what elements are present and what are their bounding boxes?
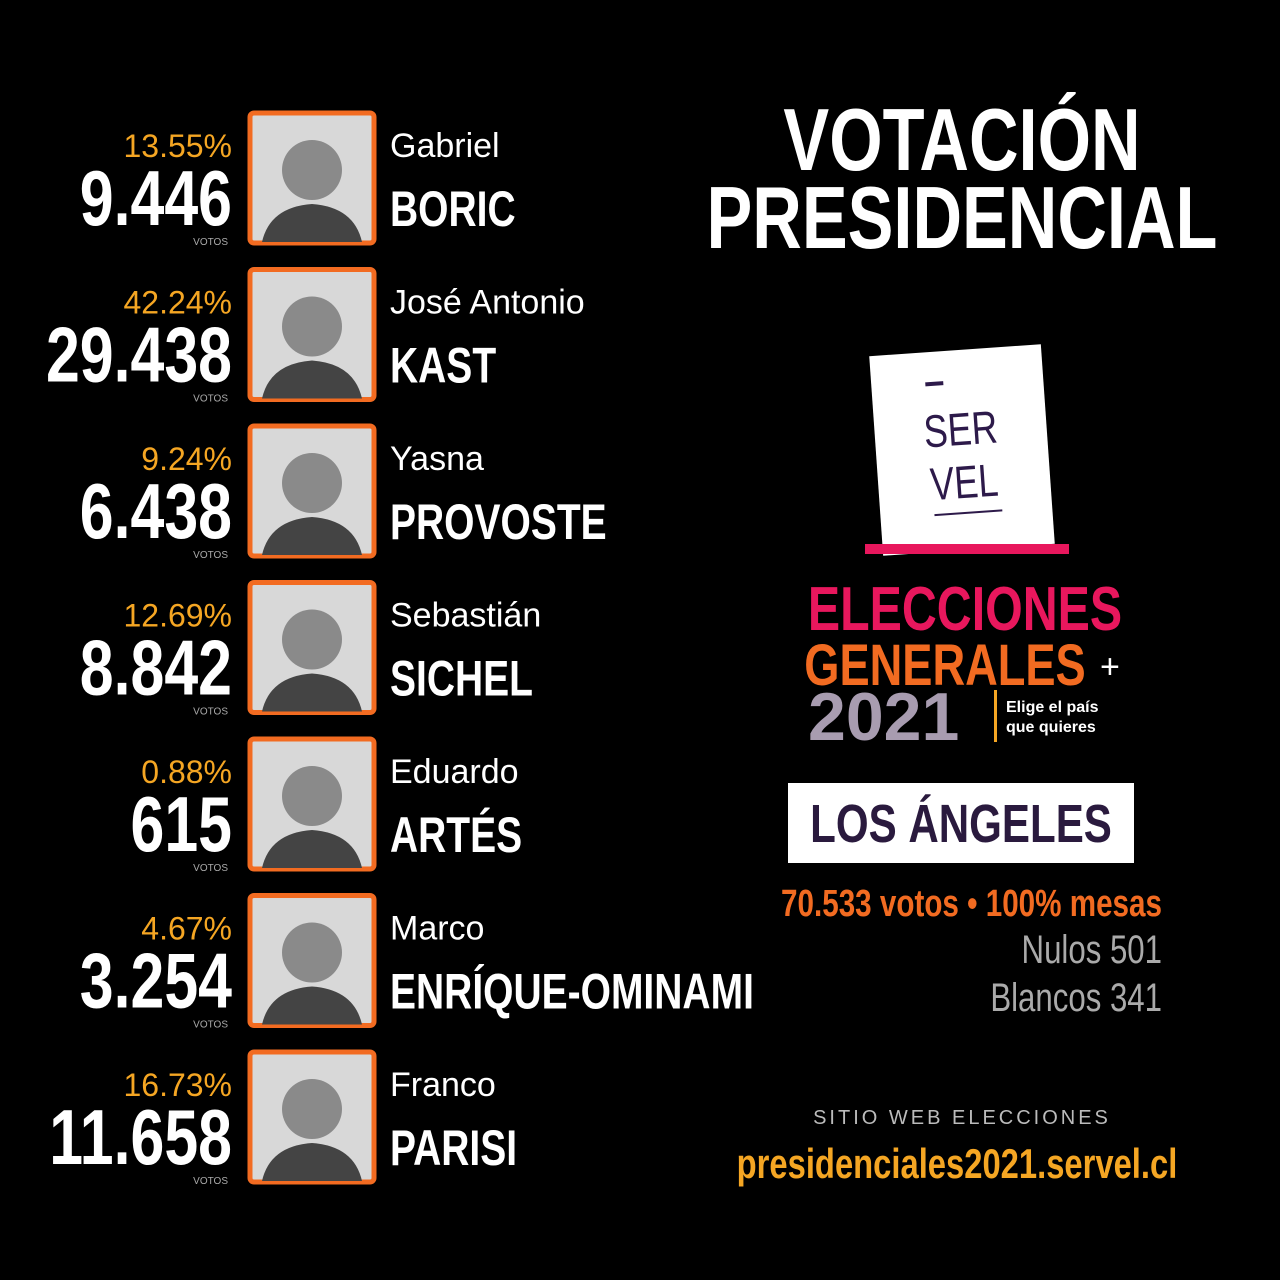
last-name: KAST [390, 337, 496, 394]
percent: 12.69% [123, 598, 232, 634]
votes: 29.438 [46, 311, 232, 398]
website-label: SITIO WEB ELECCIONES [813, 1107, 1111, 1129]
photo-shoulders [262, 204, 362, 242]
logo-line: GENERALES [804, 634, 1085, 699]
first-name: Eduardo [390, 753, 519, 791]
first-name: Franco [390, 1066, 496, 1104]
percent: 13.55% [123, 128, 232, 164]
photo-shoulders [262, 673, 362, 712]
votes-unit: VOTOS [193, 550, 228, 561]
photo-head [282, 609, 342, 670]
title-line: VOTACIÓN [783, 91, 1140, 189]
location-box [788, 783, 1134, 863]
votes: 6.438 [80, 468, 232, 555]
title-line: PRESIDENCIAL [707, 169, 1218, 267]
last-name: PARISI [390, 1119, 517, 1176]
ballot-dash [925, 381, 944, 387]
last-name: BORIC [390, 180, 516, 237]
photo-shoulders [262, 360, 362, 399]
ballot-rule [934, 509, 1003, 517]
percent: 4.67% [141, 911, 232, 947]
first-name: Yasna [390, 440, 484, 478]
photo-shoulders [262, 1143, 362, 1181]
votes: 615 [130, 781, 232, 868]
photo-head [282, 296, 342, 357]
last-name: ENRÍQUE-OMINAMI [390, 963, 754, 1020]
photo-shoulders [262, 517, 362, 555]
logo-year: 2021 [808, 679, 959, 755]
ballot-text: SER [922, 401, 999, 457]
ballot: SER VEL [869, 344, 1055, 556]
location: LOS ÁNGELES [810, 794, 1112, 854]
percent: 9.24% [141, 441, 232, 477]
ballot-slot [865, 544, 1069, 554]
votes: 8.842 [80, 624, 232, 711]
summary-null: Nulos 501 [1022, 927, 1162, 972]
logo-slogan: Elige el país [1006, 699, 1099, 716]
photo-head [282, 922, 342, 983]
logo-divider [994, 690, 997, 742]
logo-line: ELECCIONES [808, 574, 1122, 643]
ballot-paper [869, 344, 1055, 556]
votes-unit: VOTOS [193, 707, 228, 718]
ballot-text: VEL [929, 454, 1000, 510]
votes-unit: VOTOS [193, 1020, 228, 1031]
summary-total: 70.533 votos • 100% mesas [781, 883, 1162, 925]
photo-shoulders [262, 830, 362, 868]
votes-unit: VOTOS [193, 1176, 228, 1187]
first-name: Gabriel [390, 127, 500, 165]
percent: 0.88% [141, 754, 232, 790]
votes: 3.254 [80, 937, 232, 1024]
last-name: PROVOSTE [390, 493, 607, 550]
photo-head [282, 453, 342, 513]
first-name: Marco [390, 910, 484, 948]
votes-unit: VOTOS [193, 863, 228, 874]
last-name: SICHEL [390, 650, 533, 707]
logo-plus: + [1100, 648, 1120, 686]
photo-shoulders [262, 986, 362, 1025]
last-name: ARTÉS [390, 806, 522, 863]
summary-blank: Blancos 341 [990, 975, 1162, 1020]
first-name: Sebastián [390, 597, 541, 635]
photo-head [282, 140, 342, 200]
photo-head [282, 1079, 342, 1139]
logo-slogan: que quieres [1006, 719, 1096, 736]
votes: 11.658 [49, 1094, 232, 1181]
percent: 42.24% [123, 285, 232, 321]
votes-unit: VOTOS [193, 237, 228, 248]
votes-unit: VOTOS [193, 394, 228, 405]
website-url: presidenciales2021.servel.cl [737, 1140, 1178, 1187]
percent: 16.73% [123, 1067, 232, 1103]
photo-head [282, 766, 342, 826]
first-name: José Antonio [390, 284, 585, 322]
votes: 9.446 [80, 155, 232, 242]
